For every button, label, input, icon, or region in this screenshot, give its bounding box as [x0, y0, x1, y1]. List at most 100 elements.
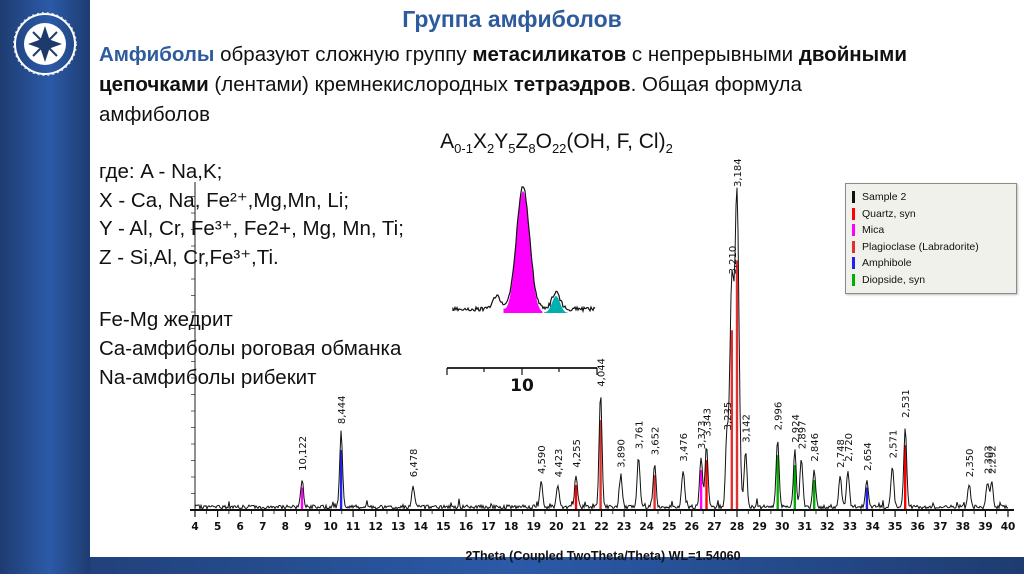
element-definitions: где: A - Na,K; X - Ca, Na, Fe²⁺,Mg,Mn, L… — [99, 158, 404, 272]
x-tick-label: 8 — [282, 521, 289, 533]
peak-label: 2,924 — [791, 414, 802, 443]
x-tick-label: 12 — [368, 521, 383, 533]
x-tick-label: 13 — [391, 521, 406, 533]
x-tick-label: 39 — [978, 521, 993, 533]
peak-label: 3,210 — [728, 246, 739, 275]
x-tick-label: 40 — [1001, 521, 1016, 533]
x-tick-label: 29 — [752, 521, 767, 533]
legend-item: Amphibole — [852, 255, 1010, 272]
legend-item: Plagioclase (Labradorite) — [852, 239, 1010, 256]
peak-label: 8,444 — [337, 395, 348, 424]
legend-label: Plagioclase (Labradorite) — [862, 240, 979, 253]
x-tick-label: 24 — [639, 521, 654, 533]
x-tick-label: 18 — [504, 521, 519, 533]
peak-label: 2,350 — [965, 449, 976, 478]
peak-label: 3,373 — [697, 420, 708, 449]
peak-label: 3,652 — [651, 427, 662, 456]
x-tick-label: 7 — [259, 521, 266, 533]
peak-label: 2,292 — [988, 445, 999, 474]
mineral-line: Fe-Mg жедрит — [99, 308, 233, 331]
intro-line-3: амфиболов — [99, 103, 210, 126]
peak-label: 3,184 — [733, 158, 744, 187]
x-tick-label: 36 — [910, 521, 925, 533]
peak-label: 10,122 — [298, 436, 309, 471]
slide-title: Группа амфиболов — [402, 6, 622, 32]
x-tick-label: 33 — [843, 521, 858, 533]
chart-legend: Sample 2 Quartz, syn Mica Plagioclase (Labr… — [845, 183, 1017, 294]
peak-label: 4,423 — [554, 449, 565, 478]
legend-color-swatch — [852, 240, 855, 253]
x-tick-label: 19 — [526, 521, 541, 533]
legend-color-swatch — [852, 207, 855, 220]
legend-label: Mica — [862, 224, 885, 237]
peak-label: 2,571 — [888, 430, 899, 459]
x-tick-label: 16 — [459, 521, 474, 533]
x-tick-label: 31 — [797, 521, 812, 533]
peak-label: 3,142 — [742, 414, 753, 443]
x-tick-label: 17 — [481, 521, 496, 533]
peak-label: 2,996 — [774, 402, 785, 431]
left-sidebar-decoration — [0, 0, 90, 574]
diffraction-trace — [194, 187, 1009, 511]
x-tick-label: 23 — [617, 521, 632, 533]
intro-line-2: цепочками (лентами) кремнекислородных те… — [99, 73, 802, 96]
xrd-inset-plot: 10 — [446, 186, 598, 396]
x-tick-label: 28 — [730, 521, 745, 533]
legend-label: Amphibole — [862, 257, 912, 270]
legend-color-swatch — [852, 257, 855, 270]
peak-label: 4,044 — [597, 358, 608, 387]
bottom-bar-decoration — [0, 557, 1024, 574]
inset-peak-fill — [544, 296, 568, 313]
peak-label: 2,846 — [810, 433, 821, 462]
x-tick-label: 38 — [955, 521, 970, 533]
x-tick-label: 30 — [775, 521, 790, 533]
definition-line: X - Ca, Na, Fe²⁺,Mg,Mn, Li; — [99, 188, 350, 212]
x-tick-label: 5 — [214, 521, 221, 533]
peak-label: 6,478 — [409, 449, 420, 478]
legend-label: Sample 2 — [862, 191, 907, 204]
mineral-line: Ca-амфиболы роговая обманка — [99, 337, 402, 360]
peak-label: 2,748 — [836, 439, 847, 468]
legend-item: Sample 2 — [852, 189, 1010, 206]
inset-trace — [452, 186, 596, 314]
peak-label: 3,890 — [617, 439, 628, 468]
x-tick-label: 27 — [707, 521, 722, 533]
inset-peak-fill — [503, 191, 543, 313]
x-tick-label: 20 — [549, 521, 564, 533]
x-tick-label: 6 — [237, 521, 244, 533]
legend-color-swatch — [852, 191, 855, 204]
peak-label: 4,255 — [572, 439, 583, 468]
x-tick-label: 26 — [684, 521, 699, 533]
legend-item: Quartz, syn — [852, 206, 1010, 223]
x-tick-label: 25 — [662, 521, 677, 533]
peak-label: 2,303 — [983, 445, 994, 474]
legend-color-swatch — [852, 224, 855, 237]
peak-label: 2,654 — [863, 442, 874, 471]
x-tick-label: 34 — [865, 521, 880, 533]
definition-line: Z - Si,Al, Cr,Fe³⁺,Ti. — [99, 245, 279, 269]
x-tick-label: 10 — [323, 521, 338, 533]
legend-label: Diopside, syn — [862, 273, 926, 286]
x-axis-label: 2Theta (Coupled TwoTheta/Theta) WL=1.540… — [465, 549, 741, 563]
peak-label: 2,720 — [844, 433, 855, 462]
legend-item: Mica — [852, 222, 1010, 239]
x-tick-label: 9 — [304, 521, 311, 533]
peak-label: 3,761 — [635, 420, 646, 449]
inset-tick-label: 10 — [510, 376, 534, 396]
peak-label: 2,897 — [797, 420, 808, 449]
intro-paragraph: Амфиболы образуют сложную группу метасил… — [99, 40, 907, 130]
definition-line: где: A - Na,K; — [99, 160, 223, 183]
mineral-line: Na-амфиболы рибекит — [99, 366, 317, 389]
x-tick-label: 21 — [572, 521, 587, 533]
x-tick-label: 35 — [888, 521, 903, 533]
x-tick-label: 32 — [820, 521, 835, 533]
university-logo-icon — [13, 12, 77, 76]
x-tick-label: 14 — [413, 521, 428, 533]
x-tick-label: 37 — [933, 521, 948, 533]
peak-label: 3,343 — [703, 408, 714, 437]
x-tick-label: 15 — [436, 521, 451, 533]
mineral-examples: Fe-Mg жедрит Ca-амфиболы роговая обманка… — [99, 305, 401, 392]
x-tick-label: 4 — [191, 521, 198, 533]
legend-item: Diopside, syn — [852, 272, 1010, 289]
